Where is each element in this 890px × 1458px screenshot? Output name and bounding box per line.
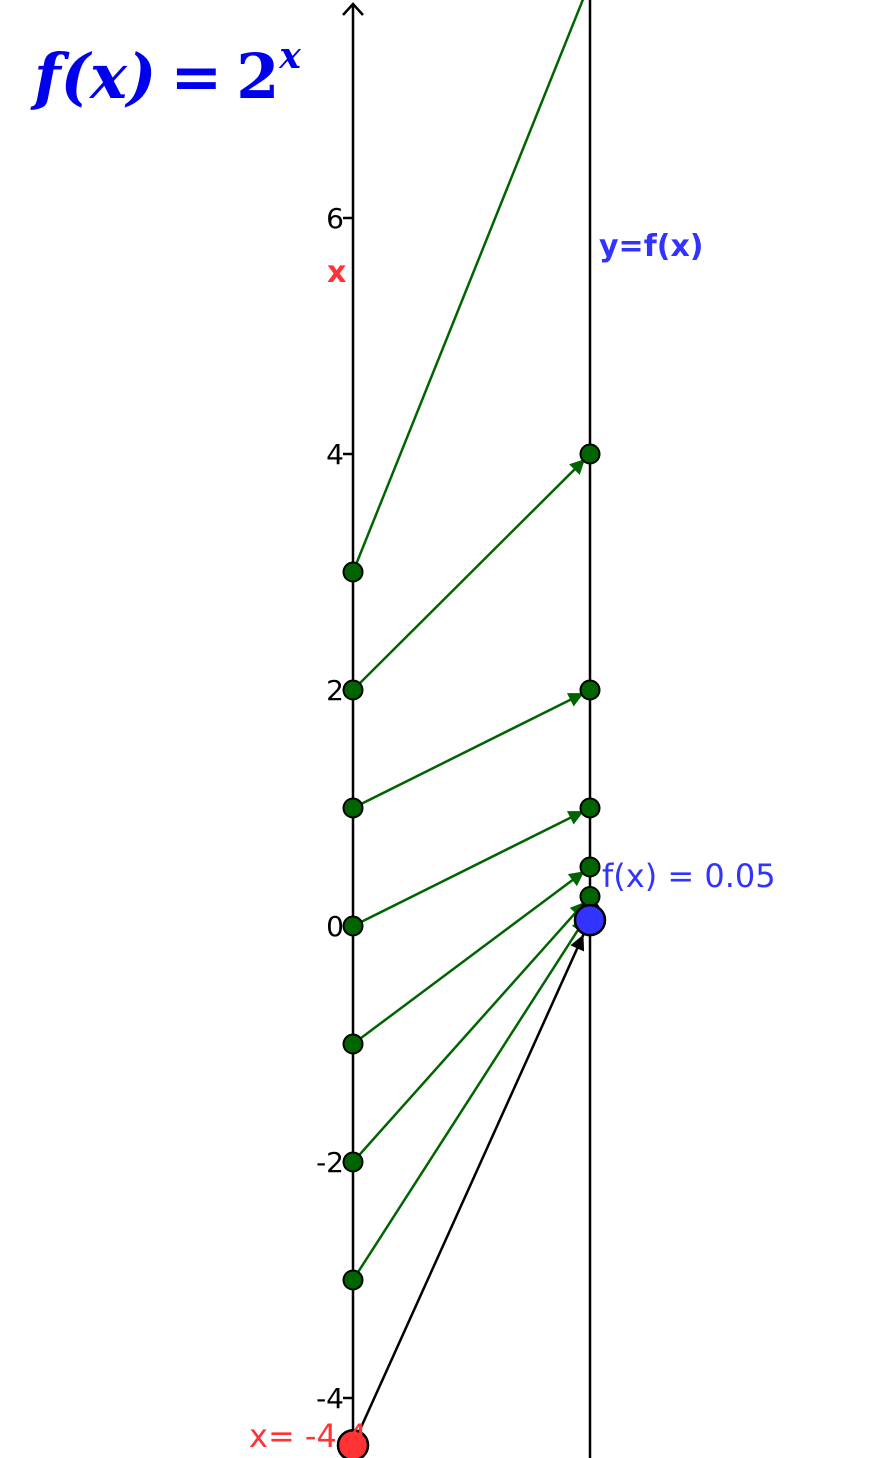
domain-point <box>342 915 364 937</box>
left-axis-arrowhead <box>342 2 364 16</box>
selected-mapping-arrow <box>351 934 585 1446</box>
range-point <box>579 443 601 465</box>
function-exponent: x <box>279 35 301 77</box>
mapping-arrow <box>352 870 586 1046</box>
range-point <box>579 856 601 878</box>
mapping-arrow <box>352 900 587 1163</box>
tick-label: -2 <box>316 1146 344 1179</box>
domain-point <box>342 1151 364 1173</box>
domain-point <box>342 1269 364 1291</box>
output-readout: f(x) = 0.05 <box>602 857 776 895</box>
range-point <box>579 679 601 701</box>
tick-label: -4 <box>316 1382 344 1415</box>
range-point <box>579 797 601 819</box>
mapping-arrow <box>351 0 585 573</box>
domain-point <box>342 1033 364 1055</box>
domain-point <box>342 797 364 819</box>
input-readout: x= -4.4 <box>249 1417 367 1455</box>
tick-label: 2 <box>326 674 344 707</box>
range-point <box>579 886 601 907</box>
function-name: f(x) <box>34 40 157 113</box>
mapping-arrow <box>352 458 586 691</box>
left-axis-label: x <box>327 255 346 290</box>
tick-label: 4 <box>326 438 344 471</box>
function-title: f(x) = 2x <box>34 38 301 108</box>
mapping-arrow <box>351 916 588 1281</box>
tick-label: 6 <box>326 202 344 235</box>
domain-point <box>342 679 364 701</box>
mapping-arrow <box>352 810 585 928</box>
function-base: 2 <box>236 40 280 113</box>
tick-label: 0 <box>326 910 344 943</box>
right-axis-label: y=f(x) <box>599 229 704 264</box>
output-point[interactable] <box>573 903 607 937</box>
mapping-arrow <box>352 692 585 810</box>
equals-sign: = <box>170 40 223 113</box>
input-point-handle[interactable] <box>336 1428 370 1458</box>
domain-point <box>342 561 364 583</box>
